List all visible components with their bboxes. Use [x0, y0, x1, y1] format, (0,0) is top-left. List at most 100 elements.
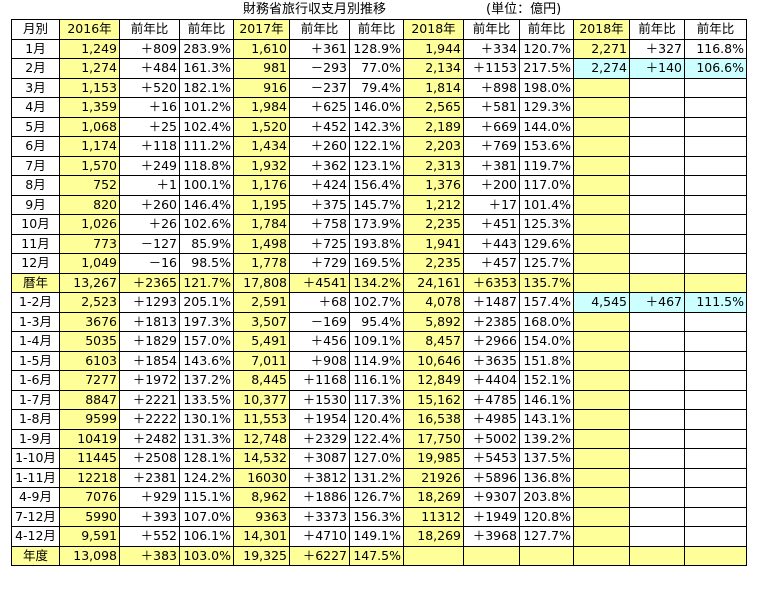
table-cell: 100.1%	[179, 175, 234, 196]
table-cell: 7,011	[233, 350, 290, 371]
table-row: 1-7月 8847 ＋2221 133.5% 10,377 ＋1530 117.3% 15,1…	[11, 389, 747, 410]
table-cell: 133.5%	[179, 389, 234, 410]
table-cell: 152.1%	[519, 370, 574, 391]
table-cell	[573, 253, 630, 274]
row-label: 1-7月	[11, 389, 60, 410]
table-cell: 205.1%	[179, 292, 234, 313]
table-cell: ＋1949	[463, 506, 520, 527]
row-label: 年度	[11, 545, 60, 566]
table-cell: 2,189	[403, 116, 464, 137]
table-cell: ＋383	[119, 545, 180, 566]
title-bar: 財務省旅行収支月別推移 (単位：億円)	[0, 0, 760, 20]
table-cell: 5990	[59, 506, 120, 527]
table-cell: ＋898	[463, 77, 520, 98]
table-cell: 125.3%	[519, 214, 574, 235]
table-cell: ＋3373	[289, 506, 350, 527]
table-cell: ＋729	[289, 253, 350, 274]
table-cell	[684, 194, 747, 215]
table-cell: 151.8%	[519, 350, 574, 371]
table-cell: 122.4%	[349, 428, 404, 449]
table-cell: 127.0%	[349, 448, 404, 469]
table-cell: 2,591	[233, 292, 290, 313]
table-cell: 121.7%	[179, 272, 234, 293]
table-cell: 131.3%	[179, 428, 234, 449]
table-cell: 168.0%	[519, 311, 574, 332]
table-cell: ＋3087	[289, 448, 350, 469]
table-cell: 2,235	[403, 253, 464, 274]
table-cell	[629, 409, 685, 430]
table-cell	[629, 545, 685, 566]
table-cell: 137.2%	[179, 370, 234, 391]
table-cell	[573, 370, 630, 391]
table-cell	[684, 350, 747, 371]
table-row: 3月 1,153 ＋520 182.1% 916 －237 79.4% 1,814 ＋898 19…	[11, 77, 747, 98]
table-cell: －127	[119, 233, 180, 254]
table-cell: 79.4%	[349, 77, 404, 98]
table-cell	[629, 311, 685, 332]
table-row: 9月 820 ＋260 146.4% 1,195 ＋375 145.7% 1,212 ＋17 10…	[11, 194, 747, 215]
table-cell: ＋1813	[119, 311, 180, 332]
table-cell: 773	[59, 233, 120, 254]
table-cell: 4,545	[573, 292, 630, 313]
table-cell: 16030	[233, 467, 290, 488]
travel-balance-table: 月別 2016年 前年比 前年比 2017年 前年比 前年比 2018年 前年比…	[11, 19, 747, 566]
table-cell: 125.7%	[519, 253, 574, 274]
table-cell: 143.6%	[179, 350, 234, 371]
header-cell: 月別	[11, 19, 60, 40]
row-label: 1-10月	[11, 448, 60, 469]
table-row: 1月 1,249 ＋809 283.9% 1,610 ＋361 128.9% 1,944 ＋33…	[11, 38, 747, 59]
header-cell: 前年比	[629, 19, 685, 40]
table-cell: ＋393	[119, 506, 180, 527]
table-cell	[573, 311, 630, 332]
table-cell: ＋908	[289, 350, 350, 371]
table-cell: 146.4%	[179, 194, 234, 215]
table-cell: 2,235	[403, 214, 464, 235]
table-cell: 5,892	[403, 311, 464, 332]
table-cell: 1,570	[59, 155, 120, 176]
row-label: 1-9月	[11, 428, 60, 449]
table-cell: 1,784	[233, 214, 290, 235]
header-cell: 2016年	[59, 19, 120, 40]
table-cell: ＋3812	[289, 467, 350, 488]
table-cell: 5035	[59, 331, 120, 352]
table-cell: 157.0%	[179, 331, 234, 352]
row-label: 7-12月	[11, 506, 60, 527]
table-cell: 116.1%	[349, 370, 404, 391]
table-cell: 118.8%	[179, 155, 234, 176]
row-label: 1-6月	[11, 370, 60, 391]
table-cell: ＋451	[463, 214, 520, 235]
table-cell: ＋361	[289, 38, 350, 59]
table-cell: ＋140	[629, 58, 685, 79]
table-cell: 106.1%	[179, 526, 234, 547]
table-cell: ＋4541	[289, 272, 350, 293]
table-cell	[629, 97, 685, 118]
table-cell	[629, 487, 685, 508]
row-label: 2月	[11, 58, 60, 79]
table-cell: ＋260	[289, 136, 350, 157]
table-cell	[684, 389, 747, 410]
table-row: 4-9月 7076 ＋929 115.1% 8,962 ＋1886 126.7% 18,269…	[11, 487, 747, 508]
table-row: 1-8月 9599 ＋2222 130.1% 11,553 ＋1954 120.4% 16,5…	[11, 409, 747, 430]
table-cell: ＋25	[119, 116, 180, 137]
table-cell	[573, 116, 630, 137]
table-cell: ＋5002	[463, 428, 520, 449]
table-cell: 107.0%	[179, 506, 234, 527]
table-cell: ＋2221	[119, 389, 180, 410]
table-cell: 139.2%	[519, 428, 574, 449]
table-cell: 117.0%	[519, 175, 574, 196]
table-cell: 102.6%	[179, 214, 234, 235]
header-cell: 前年比	[289, 19, 350, 40]
table-cell: 7277	[59, 370, 120, 391]
table-cell: 11,553	[233, 409, 290, 430]
table-cell: ＋625	[289, 97, 350, 118]
table-cell: ＋1829	[119, 331, 180, 352]
table-cell: 101.4%	[519, 194, 574, 215]
table-cell: 24,161	[403, 272, 464, 293]
table-cell: ＋260	[119, 194, 180, 215]
table-cell: 7076	[59, 487, 120, 508]
table-cell: ＋5453	[463, 448, 520, 469]
table-cell: 111.2%	[179, 136, 234, 157]
table-cell	[684, 331, 747, 352]
table-cell: 21926	[403, 467, 464, 488]
table-cell: ＋929	[119, 487, 180, 508]
